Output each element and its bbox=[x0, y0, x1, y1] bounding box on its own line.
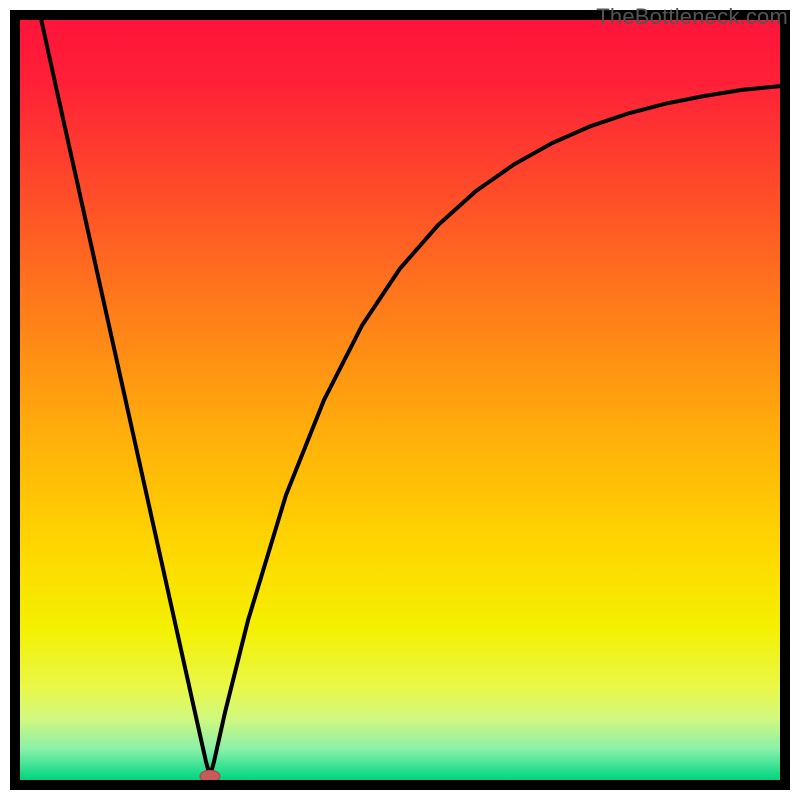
chart-svg bbox=[0, 0, 800, 800]
gradient-background bbox=[20, 20, 780, 780]
watermark-label: TheBottleneck.com bbox=[596, 4, 788, 30]
chart-container: TheBottleneck.com bbox=[0, 0, 800, 800]
